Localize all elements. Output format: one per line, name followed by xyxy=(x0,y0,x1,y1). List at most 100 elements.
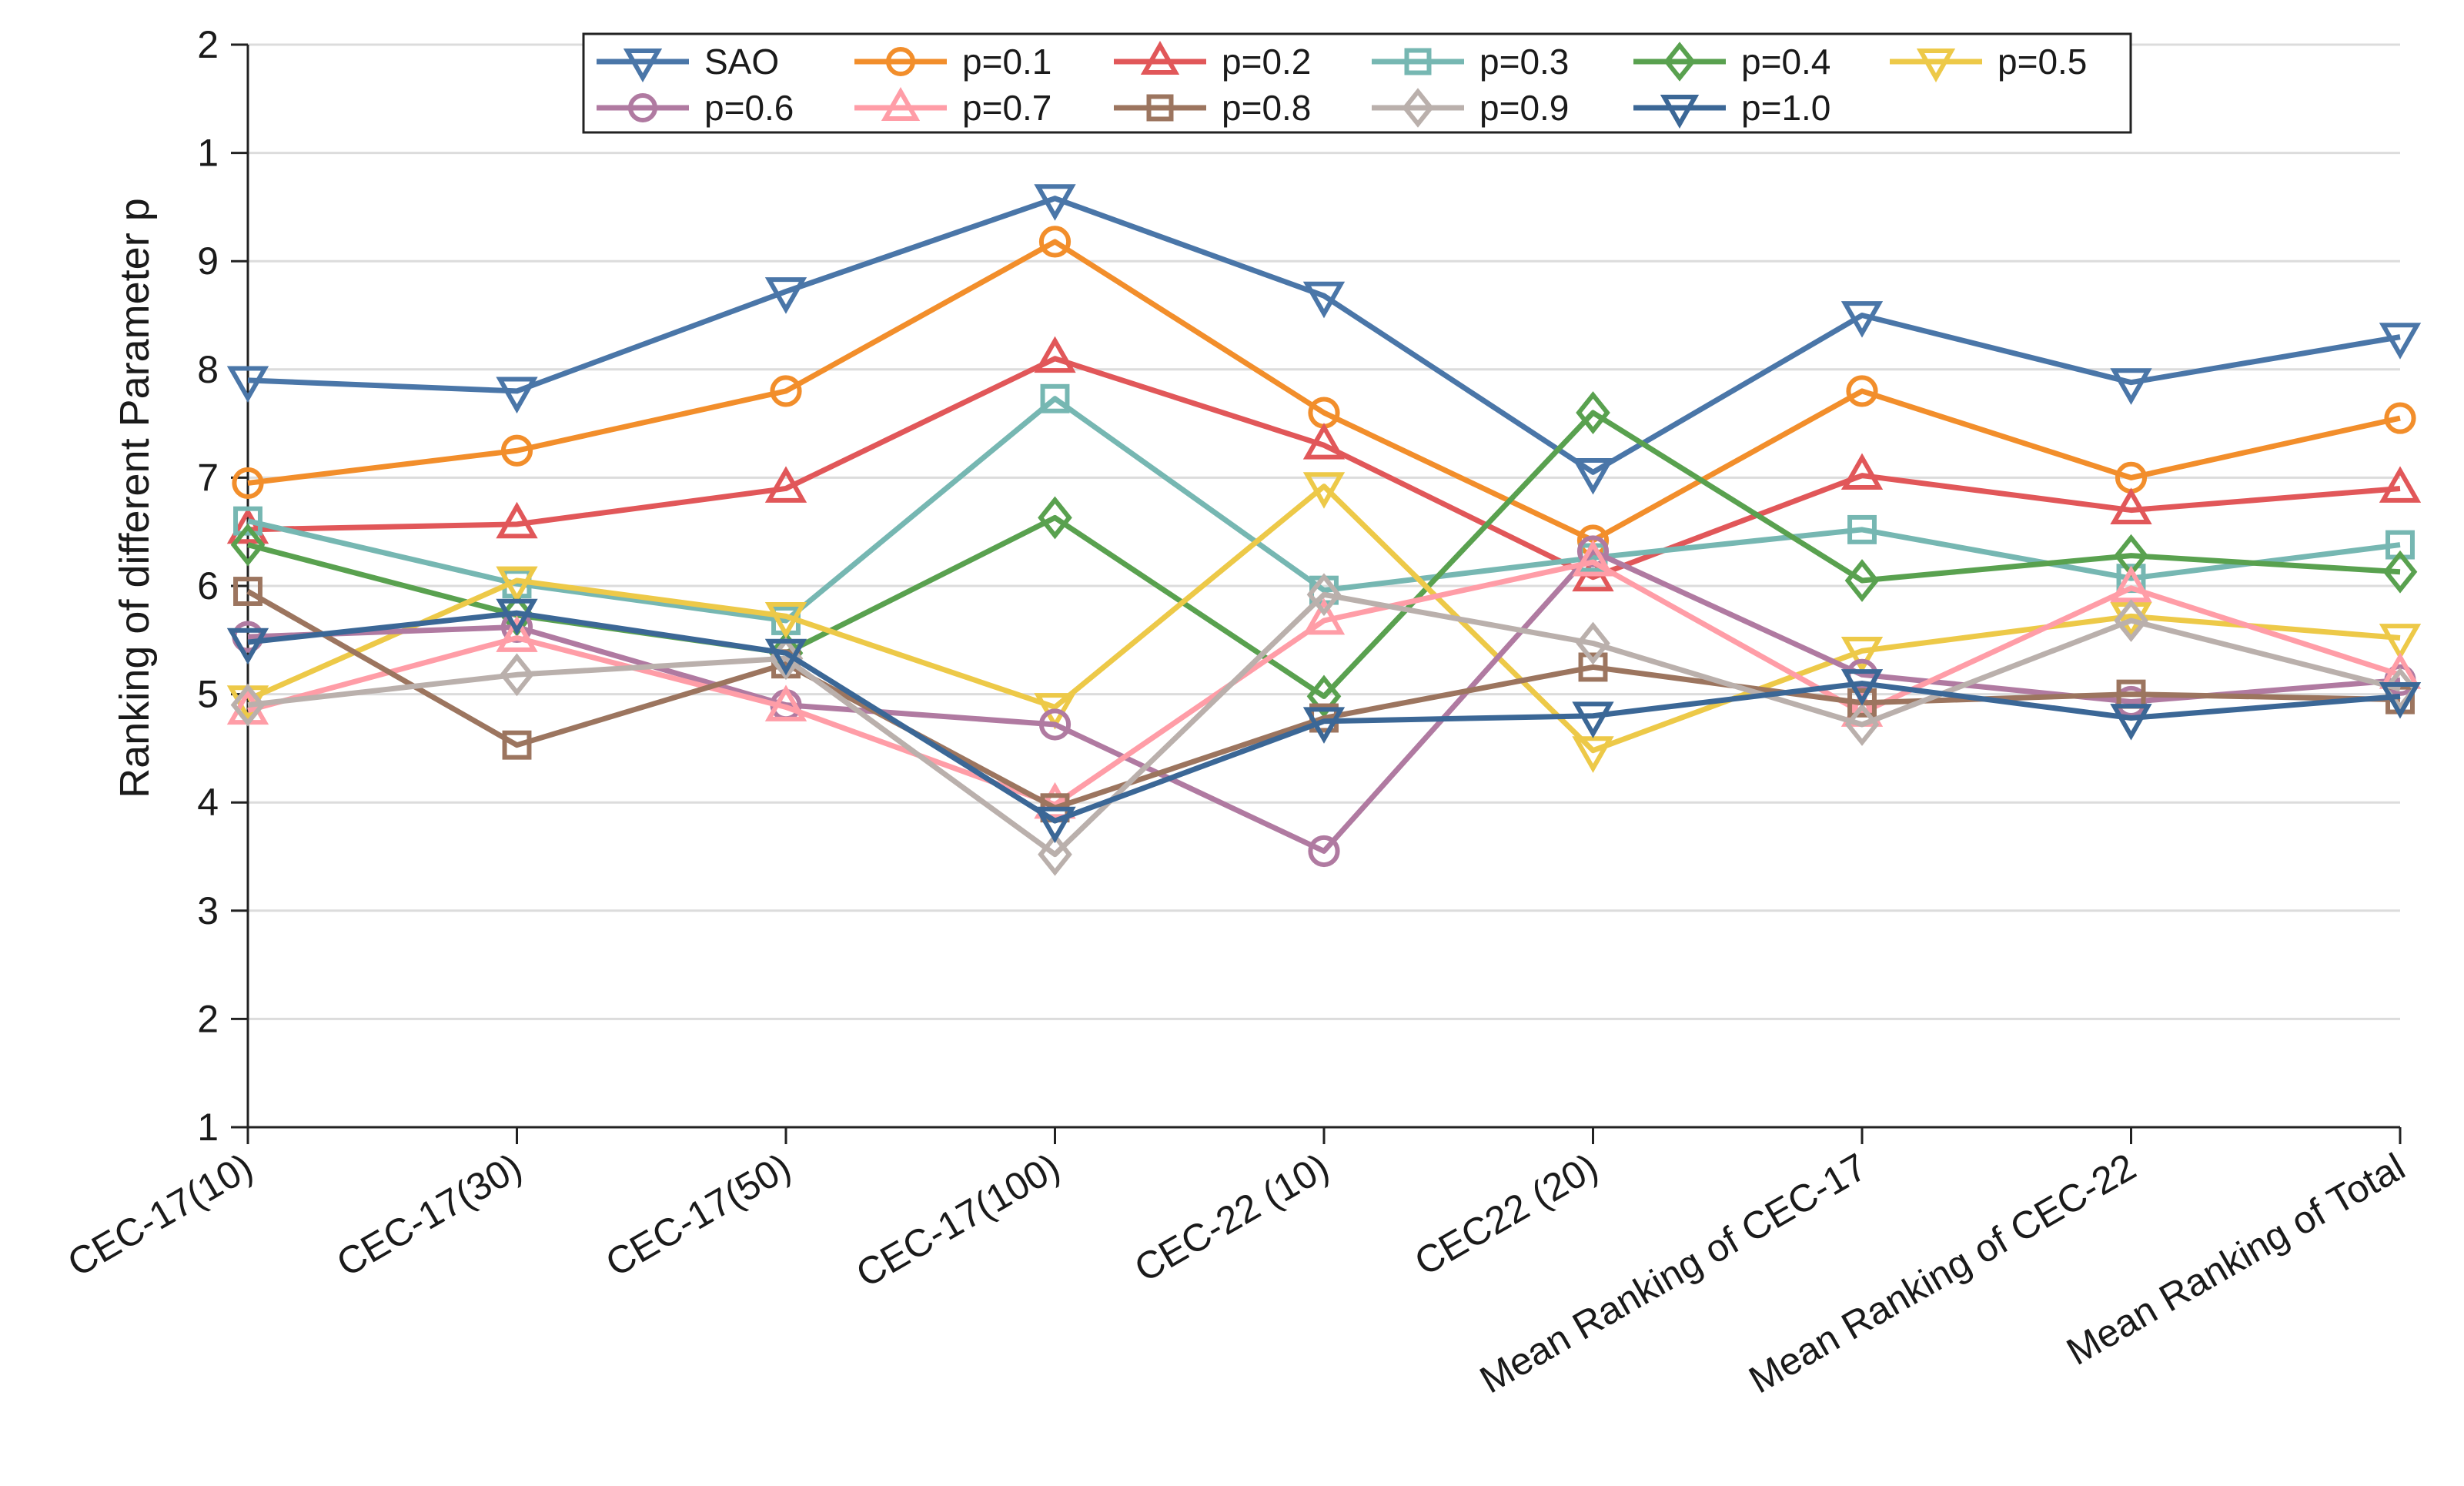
series-line xyxy=(247,591,2401,858)
data-point xyxy=(1572,701,1614,738)
data-point xyxy=(1146,94,1174,122)
data-point xyxy=(623,49,663,83)
series-line xyxy=(247,196,2401,475)
y-axis-title: Ranking of different Parameter p xyxy=(112,198,158,798)
data-point xyxy=(2379,466,2422,503)
legend-item: p=0.8 xyxy=(1114,88,1311,128)
gridlines xyxy=(248,43,2400,1020)
legend-item: p=0.5 xyxy=(1890,42,2087,83)
legend-label: p=1.0 xyxy=(1741,88,1830,128)
legend-item: SAO xyxy=(597,42,779,83)
data-point xyxy=(1038,708,1072,741)
y-tick-label: 8 xyxy=(197,348,219,391)
data-point xyxy=(770,375,802,407)
data-point xyxy=(764,601,807,639)
data-point xyxy=(886,47,915,76)
series-sao xyxy=(226,184,2422,495)
data-point xyxy=(1034,806,1076,844)
data-point xyxy=(496,566,538,604)
y-tick-label: 6 xyxy=(197,564,219,607)
data-point xyxy=(1847,688,1877,718)
data-point xyxy=(1402,88,1434,128)
data-point xyxy=(226,366,269,403)
data-point xyxy=(230,523,266,567)
data-point xyxy=(1572,736,1614,773)
series-p-0-7 xyxy=(226,539,2422,819)
series-line xyxy=(246,588,2401,811)
data-point xyxy=(764,638,807,676)
x-tick-label: CEC-17(50) xyxy=(598,1145,797,1285)
data-point xyxy=(1404,48,1432,75)
data-point xyxy=(2379,323,2422,360)
axes: 1 2 3 4 5 6 7 8 9 1 2 CEC-17(10) CEC-17(30) CEC-17(50… xyxy=(60,23,2412,1401)
data-point xyxy=(233,577,262,606)
legend-label: p=0.4 xyxy=(1741,42,1830,82)
data-point xyxy=(1663,42,1696,82)
data-point xyxy=(2110,487,2152,524)
data-point xyxy=(1302,707,1346,744)
data-point xyxy=(496,377,538,414)
data-point xyxy=(1308,835,1340,868)
data-point xyxy=(1306,674,1342,718)
series-line xyxy=(247,239,2401,544)
x-tick-label: CEC22 (20) xyxy=(1407,1145,1605,1284)
y-tick-label: 1 xyxy=(197,132,219,175)
data-point xyxy=(1572,457,1614,495)
data-point xyxy=(1844,559,1880,602)
data-point xyxy=(1840,669,1884,706)
legend-item: p=0.3 xyxy=(1372,42,1569,82)
legend-label: p=0.6 xyxy=(704,88,794,128)
data-point xyxy=(1576,391,1610,434)
y-tick-label: 1 xyxy=(197,1106,219,1149)
data-point xyxy=(2114,599,2148,642)
data-point xyxy=(2382,550,2418,594)
x-tick-label: CEC-17(10) xyxy=(60,1145,259,1285)
data-point xyxy=(2110,704,2152,741)
x-tick-label: CEC-22 (10) xyxy=(1127,1145,1336,1290)
y-tick-label: 2 xyxy=(197,23,219,66)
legend-label: p=0.3 xyxy=(1479,42,1569,82)
series-p-1-0 xyxy=(226,598,2422,844)
series-layer xyxy=(226,184,2422,876)
data-point xyxy=(1302,423,1346,460)
data-point xyxy=(502,730,532,760)
data-point xyxy=(1576,621,1610,665)
legend-label: p=0.2 xyxy=(1222,42,1311,82)
data-point xyxy=(1040,383,1070,413)
data-point xyxy=(1034,184,1076,221)
y-tick-label: 2 xyxy=(197,997,219,1040)
legend-label: SAO xyxy=(704,42,779,82)
data-point xyxy=(500,653,534,697)
legend-label: p=0.7 xyxy=(962,88,1051,128)
data-point xyxy=(1840,453,1884,490)
series-p-0-8 xyxy=(233,577,2415,823)
y-tick-label: 3 xyxy=(197,889,219,932)
data-point xyxy=(1572,539,1614,577)
legend-label: p=0.9 xyxy=(1479,88,1569,128)
data-point xyxy=(1306,573,1342,617)
data-point xyxy=(496,501,538,539)
data-point xyxy=(1846,375,1878,407)
data-point xyxy=(226,628,269,665)
legend: SAO p=0.1 p=0.2 p=0.3 p=0.4 p=0.5 p=0.6 p=0.7 p=… xyxy=(582,32,2132,134)
data-point xyxy=(1840,636,1884,674)
legend-item: p=0.2 xyxy=(1114,40,1311,82)
series-line xyxy=(247,559,2402,808)
series-line xyxy=(247,548,2401,854)
legend-label: p=0.8 xyxy=(1222,88,1311,128)
legend-box xyxy=(582,32,2132,134)
data-point xyxy=(2384,402,2416,434)
data-point xyxy=(496,615,538,652)
data-point xyxy=(628,93,657,122)
x-tick-label: CEC-17(100) xyxy=(849,1145,1067,1296)
y-tick-label: 9 xyxy=(197,239,219,283)
legend-item: p=0.7 xyxy=(854,86,1051,128)
data-point xyxy=(1302,597,1346,635)
data-point xyxy=(1038,496,1072,540)
legend-label: p=0.1 xyxy=(962,42,1051,82)
data-point xyxy=(1844,703,1880,746)
x-tick-label: CEC-17(30) xyxy=(329,1145,529,1285)
data-point xyxy=(230,683,266,727)
y-tick-label: 4 xyxy=(197,781,219,824)
data-point xyxy=(881,86,921,121)
